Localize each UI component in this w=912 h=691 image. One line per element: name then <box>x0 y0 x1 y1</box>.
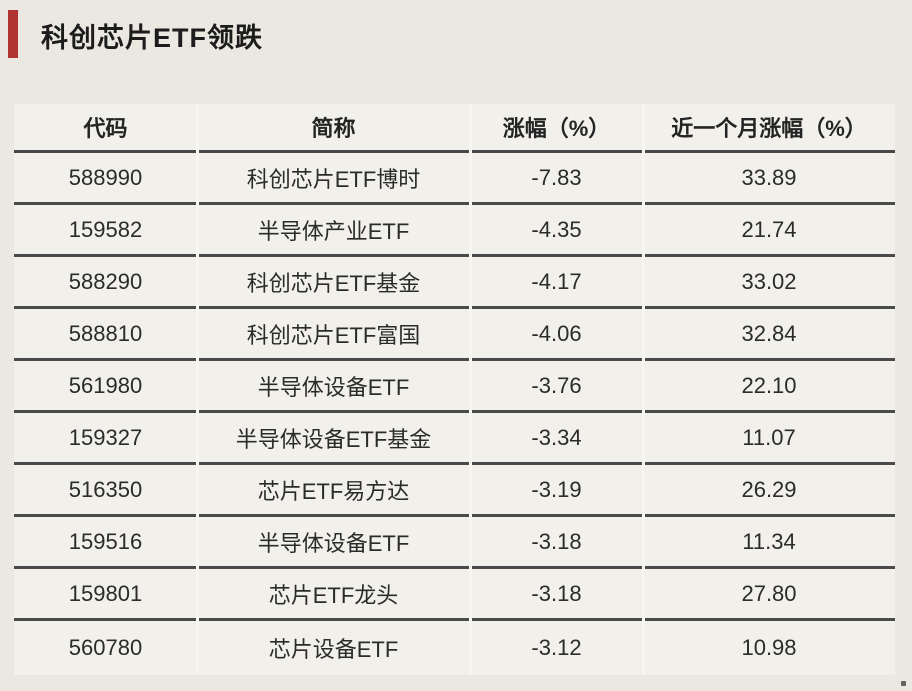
cell-change: -7.83 <box>470 151 643 205</box>
col-header-change: 涨幅（%） <box>470 104 643 153</box>
cell-month-change: 22.10 <box>643 359 895 413</box>
col-header-code: 代码 <box>14 104 197 153</box>
cell-name: 半导体产业ETF <box>197 203 470 257</box>
cell-month-change: 27.80 <box>643 567 895 621</box>
cell-month-change: 26.29 <box>643 463 895 517</box>
cell-name: 芯片ETF易方达 <box>197 463 470 517</box>
cell-month-change: 11.34 <box>643 515 895 569</box>
cell-code: 159801 <box>14 567 197 621</box>
cell-month-change: 21.74 <box>643 203 895 257</box>
table-row: 159582 半导体产业ETF -4.35 21.74 <box>14 203 895 257</box>
cell-change: -3.18 <box>470 567 643 621</box>
etf-table: 代码 简称 涨幅（%） 近一个月涨幅（%） 588990 科创芯片ETF博时 -… <box>14 104 895 675</box>
cell-change: -3.19 <box>470 463 643 517</box>
cell-month-change: 33.02 <box>643 255 895 309</box>
table-row: 159327 半导体设备ETF基金 -3.34 11.07 <box>14 411 895 465</box>
etf-table-grid: 代码 简称 涨幅（%） 近一个月涨幅（%） 588990 科创芯片ETF博时 -… <box>14 104 895 675</box>
cell-name: 科创芯片ETF博时 <box>197 151 470 205</box>
col-header-month-change: 近一个月涨幅（%） <box>643 104 895 153</box>
cell-change: -4.35 <box>470 203 643 257</box>
cell-code: 588290 <box>14 255 197 309</box>
cell-name: 科创芯片ETF基金 <box>197 255 470 309</box>
table-row: 588990 科创芯片ETF博时 -7.83 33.89 <box>14 151 895 205</box>
title-accent-bar <box>8 10 18 58</box>
cell-change: -4.17 <box>470 255 643 309</box>
cell-month-change: 32.84 <box>643 307 895 361</box>
cell-month-change: 33.89 <box>643 151 895 205</box>
cell-name: 半导体设备ETF <box>197 359 470 413</box>
page-title: 科创芯片ETF领跌 <box>41 23 263 53</box>
cell-code: 588990 <box>14 151 197 205</box>
column-divider <box>642 104 645 675</box>
cell-code: 560780 <box>68 635 143 660</box>
cell-name: 芯片设备ETF <box>268 637 399 662</box>
column-divider <box>469 104 472 675</box>
cell-change: -3.18 <box>470 515 643 569</box>
table-row: 588810 科创芯片ETF富国 -4.06 32.84 <box>14 307 895 361</box>
table-header-row: 代码 简称 涨幅（%） 近一个月涨幅（%） <box>14 104 895 153</box>
table-row: 588290 科创芯片ETF基金 -4.17 33.02 <box>14 255 895 309</box>
cell-month-change: 11.07 <box>643 411 895 465</box>
artifact-dot <box>901 681 906 686</box>
cell-name: 芯片ETF龙头 <box>197 567 470 621</box>
cell-name: 半导体设备ETF <box>197 515 470 569</box>
table-row: 516350 芯片ETF易方达 -3.19 26.29 <box>14 463 895 517</box>
cell-code: 561980 <box>14 359 197 413</box>
cell-change: -3.76 <box>470 359 643 413</box>
table-row: 159516 半导体设备ETF -3.18 11.34 <box>14 515 895 569</box>
table-row: 561980 半导体设备ETF -3.76 22.10 <box>14 359 895 413</box>
cell-code: 159582 <box>14 203 197 257</box>
cell-change: -3.12 <box>531 635 582 660</box>
column-divider <box>196 104 199 675</box>
cell-month-change: 10.98 <box>741 635 797 660</box>
cell-code: 159516 <box>14 515 197 569</box>
cell-code: 588810 <box>14 307 197 361</box>
cell-change: -3.34 <box>470 411 643 465</box>
cell-change: -4.06 <box>470 307 643 361</box>
cell-name: 科创芯片ETF富国 <box>197 307 470 361</box>
table-row: 560780 芯片设备ETF -3.12 10.98 <box>14 620 895 676</box>
cell-code: 516350 <box>14 463 197 517</box>
col-header-name: 简称 <box>197 104 470 153</box>
cell-name: 半导体设备ETF基金 <box>197 411 470 465</box>
table-row: 159801 芯片ETF龙头 -3.18 27.80 <box>14 567 895 621</box>
cell-code: 159327 <box>14 411 197 465</box>
